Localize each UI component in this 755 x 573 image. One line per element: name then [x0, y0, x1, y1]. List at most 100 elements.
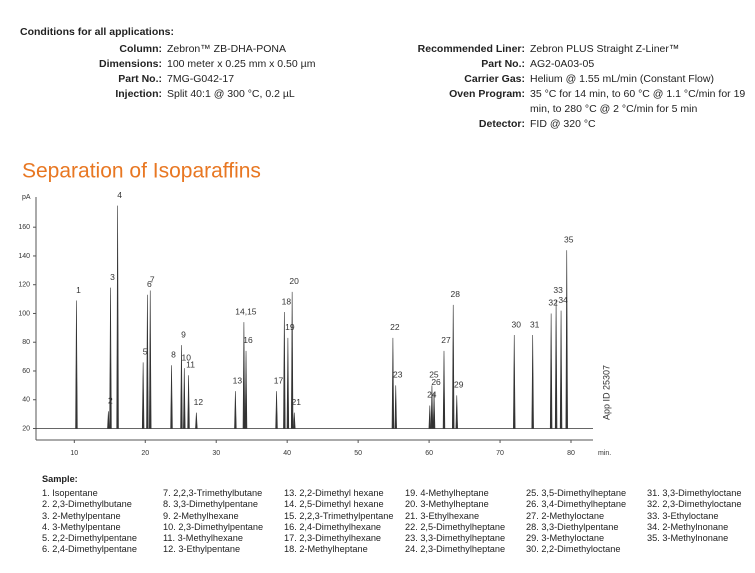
condition-value: 100 meter x 0.25 mm x 0.50 µm — [167, 58, 316, 70]
x-tick-label: 30 — [212, 450, 220, 457]
peak — [559, 310, 563, 429]
sample-item: 3. 2-Methylpentane — [42, 510, 121, 521]
x-axis-label: min. — [598, 450, 611, 457]
peak — [442, 350, 446, 429]
peak-label: 27 — [441, 335, 451, 345]
sample-item: 16. 2,4-Dimethylhexane — [284, 521, 382, 532]
peak-label: 20 — [289, 276, 299, 286]
sample-item: 14. 2,5-Dimethyl hexane — [284, 499, 384, 510]
peak-label: 3 — [110, 272, 115, 282]
sample-item: 12. 3-Ethylpentane — [163, 544, 241, 555]
peak — [234, 391, 237, 429]
sample-item: 35. 3-Methylnonane — [647, 533, 729, 544]
condition-row: Part No.: AG2-0A03-05 — [20, 57, 755, 72]
sample-item: 22. 2,5-Dimethylheptane — [405, 521, 506, 532]
condition-label: Detector: — [478, 118, 525, 130]
peak-label: 22 — [390, 322, 400, 332]
condition-value: FID @ 320 °C — [530, 118, 596, 130]
x-tick-label: 50 — [354, 450, 362, 457]
sample-item: 31. 3,3-Dimethyloctane — [647, 488, 742, 498]
y-tick-label: 60 — [22, 368, 30, 375]
peak-label: 26 — [431, 377, 441, 387]
x-tick-label: 70 — [496, 450, 504, 457]
condition-value: 7MG-G042-17 — [167, 73, 235, 85]
sample-heading: Sample: — [42, 474, 78, 484]
condition-row: Injection: Split 40:1 @ 300 °C, 0.2 µL — [20, 87, 392, 102]
peak-label: 35 — [564, 234, 574, 244]
conditions: Conditions for all applications: Column:… — [20, 26, 755, 130]
condition-value: Helium @ 1.55 mL/min (Constant Flow) — [530, 73, 714, 85]
peak — [428, 405, 432, 429]
condition-value: 35 °C for 14 min, to 60 °C @ 1.1 °C/min … — [530, 88, 746, 115]
sample-item: 28. 3,3-Diethylpentane — [526, 521, 619, 532]
sample-item: 34. 2-Methylnonane — [647, 521, 729, 532]
condition-value: Zebron™ ZB-DHA-PONA — [167, 43, 287, 55]
conditions-left: Column: Zebron™ ZB-DHA-PONA Dimensions: 100… — [20, 42, 392, 102]
peak — [170, 365, 173, 429]
peak-label: 1 — [76, 285, 81, 295]
sample-list: 1. Isopentane 2. 2,3-Dimethylbutane 3. 2-M… — [42, 488, 755, 556]
peak-label: 30 — [512, 319, 522, 329]
peak-label: 10 — [182, 352, 192, 362]
condition-row: Recommended Liner: Zebron PLUS Straight Z… — [20, 42, 755, 57]
condition-label: Injection: — [115, 88, 162, 100]
chart: Separation of Isoparaffins pA min. App I… — [18, 160, 611, 457]
sample-item: 21. 3-Ethylhexane — [405, 510, 480, 521]
peak-label: 14,15 — [235, 306, 257, 316]
y-tick-label: 80 — [22, 339, 30, 346]
peak-label: 4 — [117, 190, 122, 200]
sample-item: 19. 4-Methylheptane — [405, 488, 489, 498]
sample-item: 7. 2,2,3-Trimethylbutane — [163, 488, 263, 498]
peak — [531, 335, 534, 429]
peak-label: 23 — [393, 370, 403, 380]
condition-row: Oven Program: 35 °C for 14 min, to 60 °C … — [20, 87, 755, 117]
peak — [275, 391, 278, 429]
x-tick-label: 40 — [283, 450, 291, 457]
condition-label: Column: — [119, 43, 162, 55]
sample-item: 10. 2,3-Dimethylpentane — [163, 521, 264, 532]
peak — [452, 304, 455, 429]
peak-label: 17 — [274, 375, 284, 385]
sample-item: 23. 3,3-Dimethylheptane — [405, 533, 506, 544]
peak — [116, 205, 119, 429]
peak — [244, 350, 248, 429]
peak-label: 28 — [450, 289, 460, 299]
chart-title: Separation of Isoparaffins — [22, 160, 261, 183]
peak-label: 33 — [553, 285, 563, 295]
peak — [554, 300, 558, 429]
peak — [391, 337, 395, 429]
condition-row: Column: Zebron™ ZB-DHA-PONA — [20, 42, 392, 57]
peak-label: 7 — [150, 275, 155, 285]
condition-value: Zebron PLUS Straight Z-Liner™ — [530, 43, 680, 55]
peak — [195, 412, 198, 429]
condition-label: Carrier Gas: — [464, 73, 525, 85]
sample-item: 17. 2,3-Dimethylhexane — [284, 533, 382, 544]
peak — [183, 368, 186, 429]
y-tick-label: 120 — [18, 282, 30, 289]
peak-label: 12 — [194, 397, 204, 407]
peak — [75, 300, 78, 429]
peak — [149, 290, 152, 429]
sample-item: 18. 2-Methylheptane — [284, 544, 368, 555]
condition-label: Dimensions: — [98, 58, 162, 70]
sample-item: 11. 3-Methylhexane — [163, 533, 244, 544]
sample-item: 15. 2,2,3-Trimethylpentane — [284, 510, 394, 521]
condition-value: Split 40:1 @ 300 °C, 0.2 µL — [167, 88, 295, 100]
peak — [242, 322, 246, 429]
condition-row: Carrier Gas: Helium @ 1.55 mL/min (Consta… — [20, 72, 755, 87]
peak — [565, 250, 568, 429]
peak — [549, 313, 553, 429]
peak — [283, 312, 286, 429]
condition-label: Part No.: — [118, 73, 162, 85]
peak-label: 16 — [243, 335, 253, 345]
y-tick-label: 40 — [22, 397, 30, 404]
sample-item: 4. 3-Methylpentane — [42, 521, 121, 532]
peak-label: 19 — [285, 322, 295, 332]
peak — [432, 392, 436, 429]
peak-label: 34 — [558, 295, 568, 305]
peak-label: 6 — [147, 279, 152, 289]
sample-item: 2. 2,3-Dimethylbutane — [42, 499, 132, 510]
sample-item: 20. 3-Methylheptane — [405, 499, 489, 510]
peak-label: 11 — [186, 360, 195, 370]
